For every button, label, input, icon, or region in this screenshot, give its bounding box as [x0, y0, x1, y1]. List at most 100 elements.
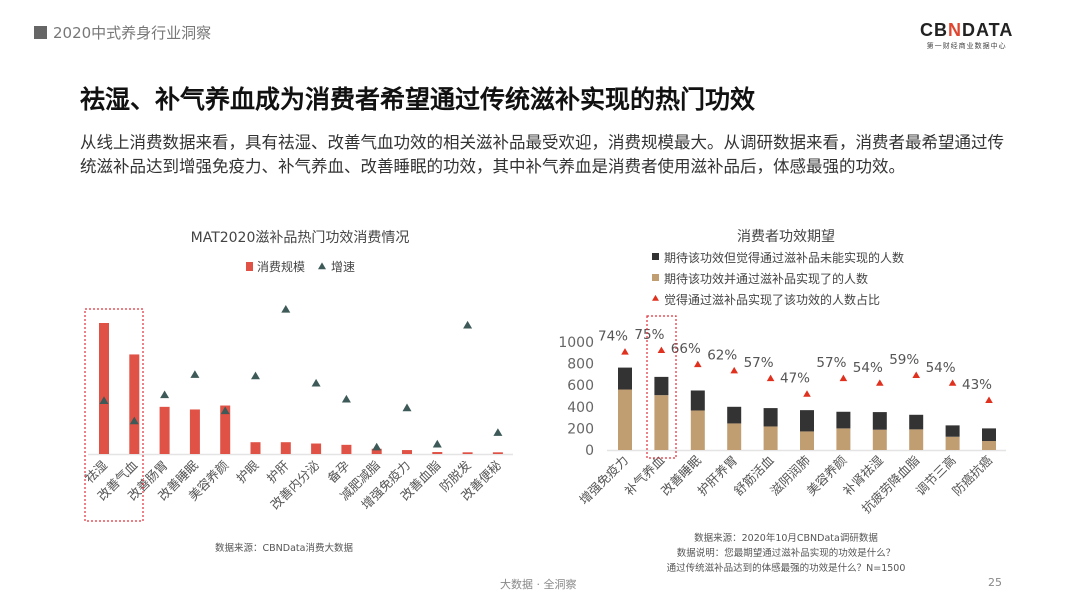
y-tick-label: 600: [567, 378, 594, 394]
bar-realized: [982, 441, 996, 450]
bar: [159, 406, 170, 454]
growth-marker: [463, 320, 473, 329]
legend-label: 期待该功效并通过滋补品实现了的人数: [664, 271, 868, 286]
y-tick-label: 800: [567, 357, 594, 373]
percent-label: 57%: [744, 355, 774, 371]
legend-tan-swatch: [652, 274, 659, 281]
growth-marker: [251, 371, 260, 380]
footer-tagline: 大数据 · 全洞察: [500, 578, 577, 591]
section-header: 2020中式养身行业洞察: [34, 22, 211, 43]
bar-realized: [909, 429, 924, 450]
percent-marker: [694, 360, 702, 368]
percent-marker: [876, 379, 884, 386]
growth-marker: [160, 390, 170, 399]
bar-realized: [654, 395, 669, 450]
bar: [402, 450, 412, 454]
bar: [189, 409, 200, 454]
data-source-line: 通过传统滋补品达到的体感最强的功效是什么？N=1500: [667, 562, 906, 574]
growth-marker: [190, 370, 200, 378]
bar-unrealized: [690, 390, 705, 411]
legend-triangle-icon: [652, 294, 659, 301]
growth-marker: [129, 416, 139, 425]
bar: [462, 452, 473, 454]
bar-realized: [618, 389, 632, 450]
section-title: 2020中式养身行业洞察: [53, 24, 212, 42]
bar-unrealized: [763, 408, 778, 427]
x-tick-label: 防癌抗癌: [949, 453, 995, 499]
bar-unrealized: [836, 411, 851, 429]
data-source: 数据来源：CBNData消费大数据: [215, 542, 353, 554]
growth-marker: [432, 439, 442, 448]
bar-realized: [800, 431, 814, 450]
growth-marker: [220, 406, 230, 415]
bar-unrealized: [618, 367, 632, 390]
bar-unrealized: [945, 425, 960, 437]
bar-realized: [872, 429, 887, 450]
legend-label: 增速: [331, 260, 355, 274]
data-source-line: 数据来源：2020年10月CBNData调研数据: [694, 532, 878, 544]
percent-marker: [948, 379, 957, 386]
x-tick-label: 增强免疫力: [576, 453, 631, 508]
bar: [99, 323, 109, 454]
growth-marker: [341, 394, 351, 403]
bar-unrealized: [800, 410, 814, 432]
growth-marker: [311, 378, 321, 387]
bar-unrealized: [982, 428, 996, 442]
y-tick-label: 0: [585, 443, 594, 459]
bar: [371, 448, 382, 454]
percent-marker: [621, 348, 629, 355]
percent-label: 74%: [598, 329, 628, 345]
left-chart-title: MAT2020滋补品热门功效消费情况: [191, 230, 410, 246]
legend-label: 觉得通过滋补品实现了该功效的人数占比: [664, 292, 880, 307]
bar-unrealized: [727, 406, 742, 424]
bar-unrealized: [909, 414, 924, 430]
percent-marker: [803, 390, 811, 397]
percent-marker: [912, 371, 920, 378]
percent-marker: [657, 346, 666, 354]
bar: [280, 442, 291, 454]
growth-marker: [493, 428, 503, 436]
cbndata-logo: CBNDATA 第一财经商业数据中心: [920, 20, 1013, 51]
bar-unrealized: [872, 412, 887, 430]
highlight-box: [646, 315, 677, 459]
bar: [250, 442, 261, 454]
percent-marker: [985, 396, 993, 403]
percent-marker: [766, 374, 775, 382]
bar: [432, 452, 443, 454]
growth-marker: [281, 304, 291, 313]
growth-marker: [372, 442, 382, 451]
page-number: 25: [988, 576, 1002, 589]
legend-bar-swatch: [246, 262, 253, 271]
data-source-line: 数据说明：您最期望通过滋补品实现的功效是什么？: [677, 547, 896, 559]
bar: [220, 405, 231, 454]
growth-marker: [99, 396, 109, 404]
y-tick-label: 200: [567, 421, 594, 437]
percent-label: 47%: [780, 371, 810, 387]
x-tick-label: 护眼: [233, 457, 262, 486]
page-title: 祛湿、补气养血成为消费者希望通过传统滋补实现的热门功效: [80, 85, 756, 114]
page-description: 从线上消费数据来看，具有祛湿、改善气血功效的相关滋补品最受欢迎，消费规模最大。从…: [80, 133, 1004, 176]
legend-label: 期待该功效但觉得通过滋补品未能实现的人数: [664, 250, 904, 265]
percent-label: 54%: [853, 360, 883, 376]
bar-realized: [727, 423, 742, 450]
legend-dark-swatch: [652, 253, 659, 260]
highlight-box: [84, 308, 144, 522]
y-tick-label: 1000: [558, 335, 594, 351]
legend-label: 消费规模: [257, 259, 305, 274]
percent-label: 43%: [962, 377, 992, 393]
percent-label: 59%: [889, 352, 919, 368]
logo-brand: CBNDATA: [920, 20, 1014, 40]
percent-label: 62%: [707, 347, 737, 363]
header-square-icon: [34, 26, 47, 39]
bar-realized: [945, 436, 960, 450]
bar-realized: [690, 410, 705, 450]
legend-triangle-icon: [318, 262, 326, 270]
growth-marker: [402, 403, 412, 412]
bar: [341, 444, 352, 454]
percent-marker: [839, 374, 848, 382]
y-tick-label: 400: [567, 400, 594, 416]
percent-label: 54%: [926, 360, 956, 376]
right-chart-title: 消费者功效期望: [737, 229, 835, 245]
